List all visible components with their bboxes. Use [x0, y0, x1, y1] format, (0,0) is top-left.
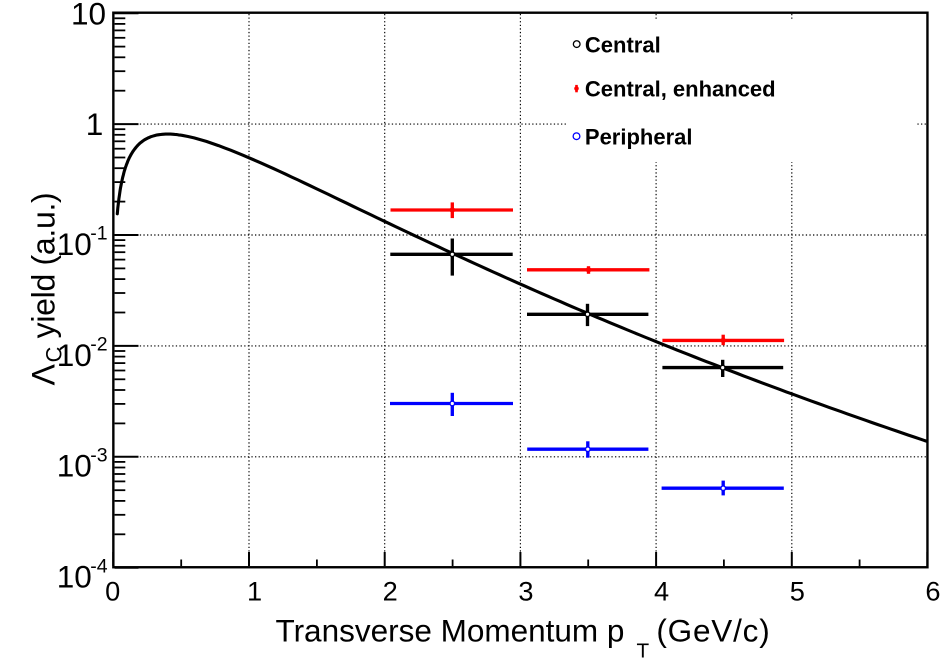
svg-text:T: T: [637, 639, 650, 662]
svg-text:2: 2: [383, 575, 398, 606]
svg-text:1: 1: [247, 575, 262, 606]
svg-text:1: 1: [86, 106, 104, 142]
svg-text:4: 4: [654, 575, 669, 606]
svg-text:6: 6: [925, 575, 940, 606]
svg-text:Central: Central: [585, 33, 661, 58]
svg-text:3: 3: [518, 575, 533, 606]
svg-text:Peripheral: Peripheral: [585, 124, 693, 149]
svg-text:Transverse Momentum p: Transverse Momentum p: [276, 612, 625, 648]
svg-text:(GeV/c): (GeV/c): [656, 612, 770, 648]
svg-text:0: 0: [105, 575, 120, 606]
svg-text:5: 5: [790, 575, 805, 606]
svg-text:10: 10: [71, 0, 106, 31]
svg-text:Central, enhanced: Central, enhanced: [585, 77, 776, 102]
svg-text:ΛC yield (a.u.): ΛC yield (a.u.): [26, 193, 67, 386]
